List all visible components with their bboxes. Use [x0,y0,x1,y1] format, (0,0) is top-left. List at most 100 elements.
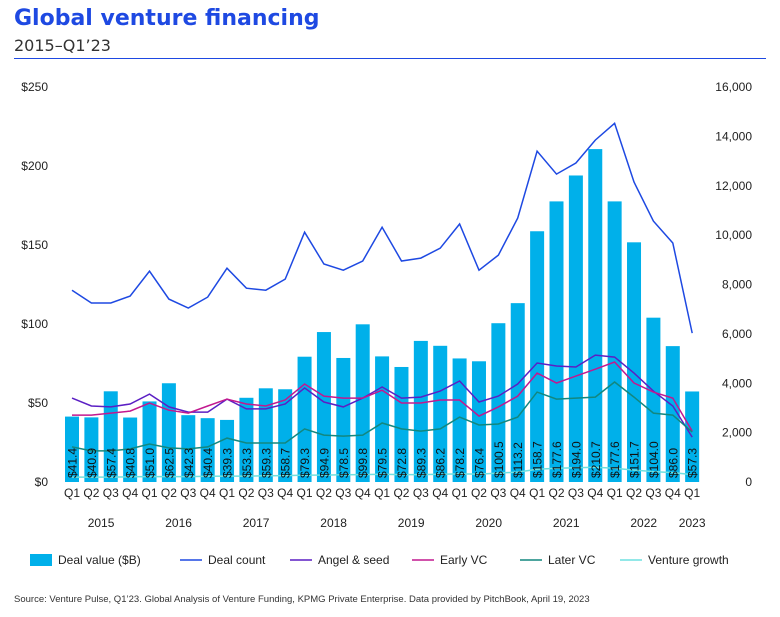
bar-value-label: $40.9 [85,448,99,478]
right-axis-tick: 10,000 [715,228,752,242]
bar-value-label: $57.4 [104,448,118,478]
bar-deal-value [297,356,312,482]
chart-svg: $0 $50 $100 $150 $200 $250 0 2,000 4,000 6,000 8,0… [21,80,752,567]
bar-value-label: $72.8 [395,448,409,478]
x-tick-quarter: Q3 [413,486,429,500]
chart-title: Global venture financing [14,6,320,31]
right-axis-tick: 2,000 [722,426,752,440]
bar-deal-value [607,201,622,482]
bar-deal-value [665,346,680,482]
x-tick-quarter: Q4 [510,486,526,500]
bar-deal-value [336,357,351,482]
legend-label: Deal value ($B) [58,553,141,567]
legend-label: Later VC [548,553,596,567]
x-tick-quarter: Q2 [626,486,642,500]
bar-value-label: $86.2 [434,448,448,478]
bar-value-label: $62.5 [162,448,176,478]
bar-value-label: $79.5 [376,448,390,478]
line-angel-seed [71,354,693,438]
left-axis-tick: $0 [35,475,49,489]
bar-deal-value [375,356,390,482]
bar-deal-value [471,361,486,482]
x-tick-quarter: Q3 [490,486,506,500]
bar-deal-value [510,303,525,482]
bar-value-label: $51.0 [143,448,157,478]
x-tick-quarter: Q4 [355,486,371,500]
legend-label: Angel & seed [318,553,389,567]
x-tick-year: 2022 [630,516,657,530]
bar-value-label: $94.9 [317,448,331,478]
bar-value-label: $100.5 [492,441,506,478]
bar-value-label: $86.0 [666,448,680,478]
bar-value-label: $41.4 [66,448,80,478]
x-tick-year: 2015 [88,516,115,530]
bar-value-label: $151.7 [628,441,642,478]
x-tick-quarter: Q4 [432,486,448,500]
x-tick-year: 2017 [243,516,270,530]
line-early-vc [72,361,693,432]
x-tick-quarter: Q3 [103,486,119,500]
bar-value-label: $59.3 [259,448,273,478]
bar-deal-value [433,345,448,482]
x-tick-quarter: Q4 [122,486,138,500]
bar-deal-value [568,175,583,483]
legend-swatch-bar [30,554,52,566]
bar-deal-value [413,340,428,482]
bar-deal-value [530,231,545,482]
x-tick-quarter: Q3 [568,486,584,500]
x-tick-quarter: Q4 [587,486,603,500]
bar-deal-value [588,149,603,482]
bar-deal-value [627,242,642,482]
chart-subtitle: 2015–Q1’23 [14,36,111,55]
x-tick-quarter: Q1 [684,486,700,500]
right-axis-tick: 12,000 [715,179,752,193]
x-tick-quarter: Q2 [393,486,409,500]
x-tick-quarter: Q2 [238,486,254,500]
bar-deal-value [646,317,661,482]
x-tick-year: 2016 [165,516,192,530]
x-tick-quarter: Q1 [452,486,468,500]
right-axis-tick: 6,000 [722,327,752,341]
right-axis-tick: 8,000 [722,278,752,292]
bar-value-label: $40.8 [124,448,138,478]
x-tick-year: 2020 [475,516,502,530]
bar-deal-value [491,323,506,482]
x-tick-year: 2023 [679,516,706,530]
bar-value-label: $79.3 [298,448,312,478]
bar-value-label: $78.5 [337,448,351,478]
left-axis-tick: $150 [21,238,48,252]
x-tick-quarter: Q1 [219,486,235,500]
x-tick-quarter: Q4 [200,486,216,500]
bar-value-label: $177.6 [608,441,622,478]
x-tick-quarter: Q2 [83,486,99,500]
bar-value-label: $210.7 [589,441,603,478]
bar-value-label: $177.6 [550,441,564,478]
bar-deal-value [316,332,331,482]
source-note: Source: Venture Pulse, Q1’23. Global Ana… [14,594,590,605]
bar-deal-value [278,389,293,482]
x-tick-quarter: Q1 [297,486,313,500]
bar-value-label: $89.3 [414,448,428,478]
x-tick-quarter: Q2 [316,486,332,500]
x-tick-quarter: Q3 [335,486,351,500]
x-tick-quarter: Q4 [277,486,293,500]
bar-value-label: $158.7 [531,441,545,478]
x-tick-quarter: Q1 [529,486,545,500]
x-tick-quarter: Q1 [607,486,623,500]
bar-value-label: $76.4 [472,448,486,478]
bar-value-label: $39.3 [221,448,235,478]
bar-deal-value [123,417,138,482]
x-tick-quarter: Q2 [548,486,564,500]
bar-deal-value [142,401,157,482]
right-axis-tick: 4,000 [722,376,752,390]
x-tick-year: 2018 [320,516,347,530]
legend-label: Deal count [208,553,266,567]
bar-deal-value [452,358,467,482]
right-axis-tick: 0 [745,475,752,489]
x-tick-quarter: Q3 [180,486,196,500]
title-divider [14,58,766,59]
bar-deal-value [258,388,273,482]
line-venture-growth [72,466,693,478]
x-tick-quarter: Q1 [142,486,158,500]
